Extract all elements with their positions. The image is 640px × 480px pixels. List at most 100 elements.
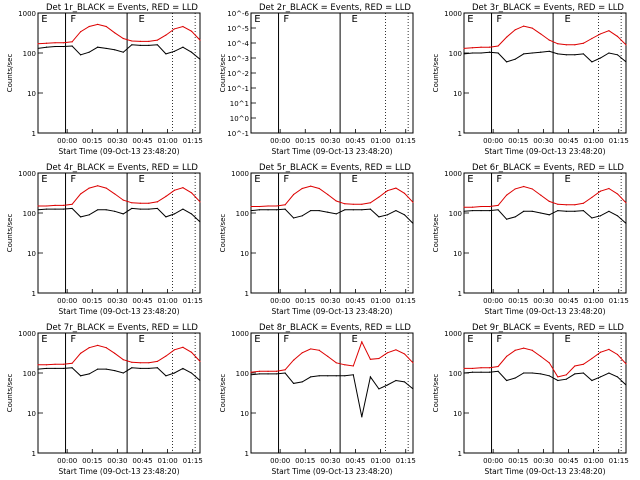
data-point — [122, 359, 124, 361]
y-axis-label: Counts/sec — [6, 54, 14, 93]
y-tick-label: 100 — [449, 370, 462, 378]
data-point — [71, 207, 73, 210]
data-point — [327, 211, 329, 213]
data-point — [574, 44, 576, 46]
x-tick-label: 01:15 — [396, 457, 416, 465]
data-point — [565, 204, 567, 206]
data-point — [182, 367, 184, 370]
event-marker: F — [283, 14, 289, 25]
data-point — [523, 210, 525, 212]
data-point — [599, 190, 602, 192]
data-point — [625, 384, 627, 386]
data-point — [344, 364, 346, 366]
data-point — [548, 214, 550, 216]
x-axis-label: Start Time (09-Oct-13 23:48:20) — [58, 307, 179, 316]
x-tick-label: 01:15 — [183, 297, 203, 305]
x-tick-label: 00:45 — [558, 457, 578, 465]
y-tick-label: 10^-1 — [227, 130, 249, 138]
data-point — [335, 362, 337, 364]
data-point — [403, 381, 406, 383]
x-tick-label: 01:00 — [371, 297, 391, 305]
panel-det-4: Det 4r_BLACK = Events, RED = LLD Counts/s… — [6, 163, 203, 316]
data-point — [616, 215, 619, 217]
data-point — [565, 54, 567, 56]
data-point — [403, 353, 406, 355]
x-tick-label: 01:15 — [609, 457, 629, 465]
y-tick-label: 10^-6 — [227, 10, 249, 18]
data-point — [471, 47, 474, 49]
data-point — [190, 51, 193, 53]
data-point — [506, 61, 508, 63]
data-point — [267, 205, 269, 207]
data-point — [182, 25, 184, 28]
data-point — [156, 44, 158, 46]
data-point — [616, 54, 619, 56]
y-tick-label: 10^-5 — [227, 25, 249, 33]
event-marker: E — [254, 174, 260, 185]
x-tick-label: 00:30 — [320, 137, 340, 145]
data-point — [352, 209, 354, 211]
event-marker: E — [564, 334, 570, 345]
data-point — [37, 43, 39, 45]
data-point — [37, 368, 39, 370]
x-tick-label: 01:15 — [609, 137, 629, 145]
x-axis-label: Start Time (09-Oct-13 23:48:20) — [484, 147, 605, 156]
data-point — [471, 209, 474, 212]
data-point — [275, 370, 278, 372]
x-tick-label: 00:30 — [107, 457, 127, 465]
data-point — [369, 376, 371, 378]
data-point — [284, 208, 286, 210]
x-axis-label: Start Time (09-Oct-13 23:48:20) — [271, 467, 392, 476]
data-point — [199, 360, 201, 362]
data-point — [582, 53, 584, 55]
data-point — [403, 214, 406, 216]
data-point — [327, 355, 329, 358]
data-point — [471, 371, 474, 373]
data-point — [275, 205, 278, 207]
plot-frame — [37, 172, 201, 294]
x-tick-label: 00:45 — [345, 297, 365, 305]
data-point — [625, 363, 627, 365]
x-tick-label: 00:30 — [533, 457, 553, 465]
y-tick-label: 10 — [27, 410, 36, 418]
data-point — [310, 185, 312, 187]
y-tick-label: 1000 — [444, 330, 462, 338]
x-tick-label: 01:00 — [584, 297, 604, 305]
x-tick-label: 01:15 — [183, 137, 203, 145]
x-tick-label: 01:00 — [158, 297, 178, 305]
x-tick-label: 00:30 — [320, 457, 340, 465]
data-point — [412, 362, 414, 364]
data-point — [71, 203, 73, 205]
data-point — [625, 222, 627, 224]
x-tick-label: 00:15 — [82, 457, 102, 465]
data-point — [582, 363, 584, 365]
panel-title: Det 8r_BLACK = Events, RED = LLD — [259, 323, 411, 333]
data-point — [480, 367, 482, 369]
data-point — [131, 202, 133, 204]
y-tick-label: 10^-2 — [227, 70, 249, 78]
data-point — [591, 196, 593, 199]
data-point — [45, 46, 48, 48]
data-point — [344, 203, 346, 205]
data-point — [88, 51, 90, 53]
data-point — [471, 206, 474, 208]
data-point — [293, 382, 295, 384]
panel-title: Det 2r_BLACK = Events, RED = LLD — [259, 3, 411, 13]
y-axis-label: Counts/sec — [432, 374, 440, 413]
data-point — [139, 202, 141, 204]
data-point — [335, 375, 337, 377]
event-marker: E — [467, 14, 473, 25]
data-point — [523, 53, 525, 55]
x-tick-label: 01:15 — [396, 137, 416, 145]
y-tick-label: 1000 — [18, 330, 36, 338]
x-tick-label: 01:00 — [371, 457, 391, 465]
data-point — [352, 374, 354, 376]
series-line-events — [463, 50, 627, 63]
data-point — [608, 187, 610, 190]
panel-det-6: Det 6r_BLACK = Events, RED = LLD Counts/s… — [432, 163, 629, 316]
plot-frame — [37, 332, 201, 454]
data-point — [250, 205, 252, 208]
data-point — [62, 45, 65, 48]
plot-frame — [250, 332, 414, 454]
data-point — [582, 209, 584, 212]
